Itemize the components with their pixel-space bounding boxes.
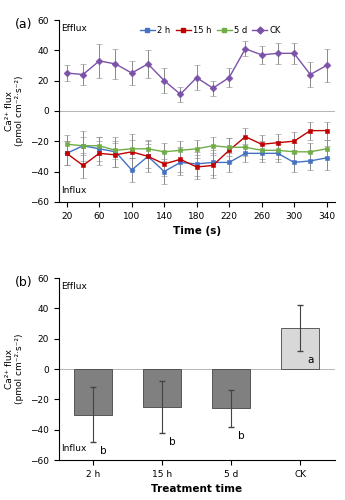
Legend: 2 h, 15 h, 5 d, CK: 2 h, 15 h, 5 d, CK — [136, 22, 285, 38]
Text: b: b — [238, 431, 245, 441]
Text: Influx: Influx — [61, 444, 87, 452]
Bar — [212, 369, 250, 408]
Y-axis label: Ca²⁺ flux
(pmol cm⁻²·s⁻²): Ca²⁺ flux (pmol cm⁻²·s⁻²) — [5, 334, 24, 404]
Text: Influx: Influx — [61, 186, 87, 194]
Text: b: b — [100, 446, 107, 456]
Text: (a): (a) — [14, 18, 32, 31]
X-axis label: Treatment time: Treatment time — [151, 484, 242, 494]
Text: (b): (b) — [14, 276, 32, 289]
Text: Efflux: Efflux — [61, 24, 87, 32]
Bar — [74, 369, 112, 414]
Y-axis label: Ca²⁺ flux
(pmol cm⁻²·s⁻²): Ca²⁺ flux (pmol cm⁻²·s⁻²) — [5, 76, 24, 146]
X-axis label: Time (s): Time (s) — [172, 226, 221, 236]
Bar — [143, 369, 181, 407]
Text: b: b — [169, 438, 176, 448]
Text: Efflux: Efflux — [61, 282, 87, 291]
Text: a: a — [307, 356, 313, 366]
Bar — [281, 328, 319, 369]
